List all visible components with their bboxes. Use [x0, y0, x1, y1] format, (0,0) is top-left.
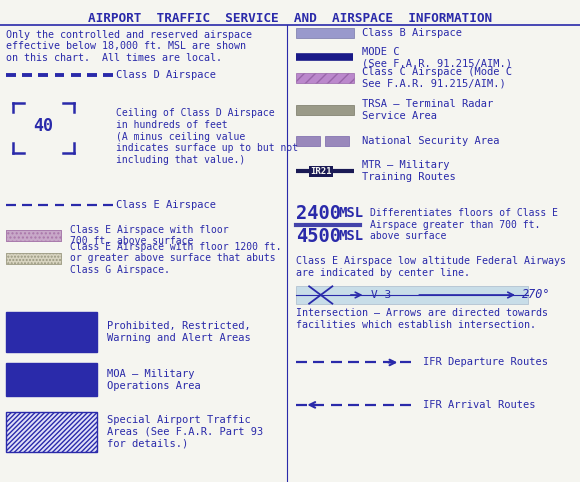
- Text: Class D Airspace: Class D Airspace: [116, 70, 216, 80]
- Text: MOA – Military
Operations Area: MOA – Military Operations Area: [107, 369, 201, 390]
- Text: 270°: 270°: [522, 289, 550, 301]
- Text: Intersection – Arrows are directed towards
facilities which establish intersecti: Intersection – Arrows are directed towar…: [296, 308, 548, 330]
- Bar: [325, 136, 349, 146]
- Text: Ceiling of Class D Airspace
in hundreds of feet
(A minus ceiling value
indicates: Ceiling of Class D Airspace in hundreds …: [116, 108, 298, 165]
- Text: Only the controlled and reserved airspace
effective below 18,000 ft. MSL are sho: Only the controlled and reserved airspac…: [6, 30, 252, 63]
- Text: MTR – Military
Training Routes: MTR – Military Training Routes: [362, 161, 456, 182]
- Text: IFR Arrival Routes: IFR Arrival Routes: [423, 400, 536, 410]
- Text: AIRPORT  TRAFFIC  SERVICE  AND  AIRSPACE  INFORMATION: AIRPORT TRAFFIC SERVICE AND AIRSPACE INF…: [88, 12, 492, 25]
- Bar: [296, 28, 354, 38]
- Bar: [6, 253, 61, 264]
- Text: MSL: MSL: [338, 229, 363, 243]
- Text: 4500: 4500: [296, 227, 341, 246]
- Text: IR21: IR21: [310, 167, 332, 175]
- Bar: [6, 312, 97, 352]
- Text: Class E Airspace: Class E Airspace: [116, 200, 216, 210]
- Text: TRSA – Terminal Radar
Service Area: TRSA – Terminal Radar Service Area: [362, 99, 494, 120]
- Text: 40: 40: [34, 117, 53, 135]
- Text: IFR Departure Routes: IFR Departure Routes: [423, 358, 549, 367]
- Text: MSL: MSL: [338, 206, 363, 220]
- Text: Differentiates floors of Class E
Airspace greater than 700 ft.
above surface: Differentiates floors of Class E Airspac…: [370, 208, 558, 241]
- Bar: [6, 230, 61, 241]
- Text: Class E Airspace with floor
700 ft. above surface: Class E Airspace with floor 700 ft. abov…: [70, 225, 228, 246]
- Text: V 3: V 3: [371, 290, 392, 300]
- Bar: [6, 253, 61, 264]
- Text: Class E Airspace with floor 1200 ft.
or greater above surface that abuts
Class G: Class E Airspace with floor 1200 ft. or …: [70, 242, 281, 275]
- Text: MODE C
(See F.A.R. 91.215/AIM.): MODE C (See F.A.R. 91.215/AIM.): [362, 47, 513, 68]
- Bar: [6, 412, 97, 452]
- Text: Prohibited, Restricted,
Warning and Alert Areas: Prohibited, Restricted, Warning and Aler…: [107, 321, 251, 343]
- Text: Class E Airspace low altitude Federal Airways
are indicated by center line.: Class E Airspace low altitude Federal Ai…: [296, 256, 566, 278]
- Text: 2400: 2400: [296, 203, 341, 223]
- Bar: [296, 73, 354, 83]
- Text: Class C Airspace (Mode C
See F.A.R. 91.215/AIM.): Class C Airspace (Mode C See F.A.R. 91.2…: [362, 67, 513, 89]
- Bar: [6, 363, 97, 396]
- Bar: [296, 286, 528, 304]
- Text: National Security Area: National Security Area: [362, 136, 500, 146]
- Bar: [6, 230, 61, 241]
- Bar: [296, 105, 354, 115]
- Bar: [296, 136, 320, 146]
- Text: Special Airport Traffic
Areas (See F.A.R. Part 93
for details.): Special Airport Traffic Areas (See F.A.R…: [107, 415, 263, 448]
- Text: Class B Airspace: Class B Airspace: [362, 28, 462, 38]
